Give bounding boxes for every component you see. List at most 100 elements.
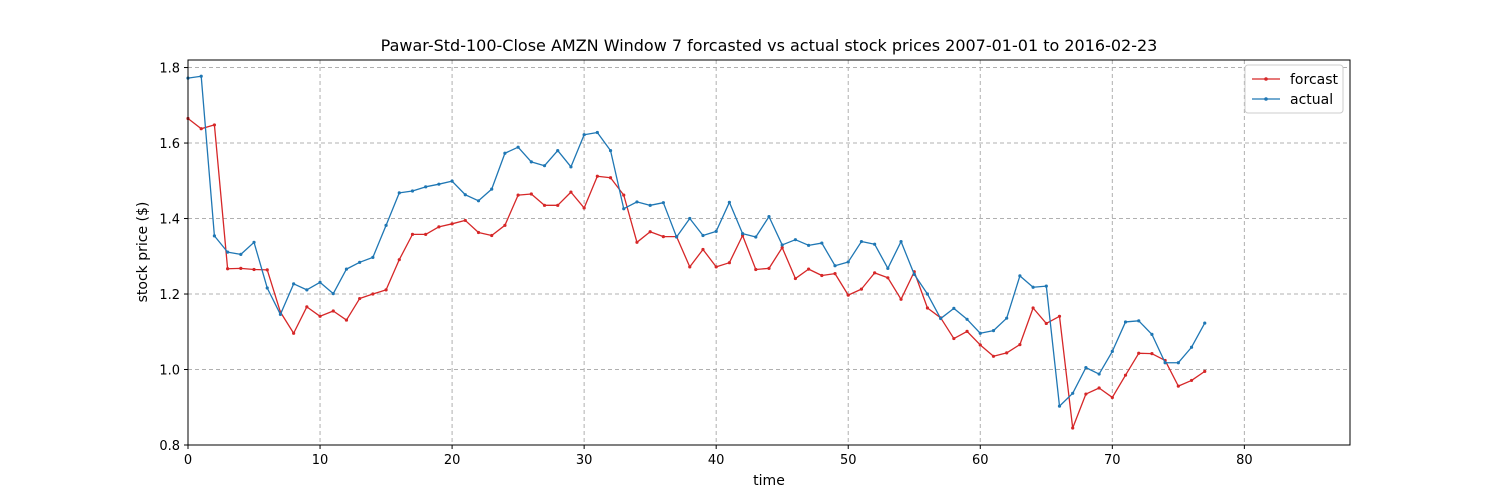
data-point-actual <box>820 241 824 245</box>
data-point-actual <box>516 145 520 149</box>
data-point-forcast <box>899 297 903 301</box>
data-point-actual <box>1163 361 1167 365</box>
data-point-actual <box>212 234 217 238</box>
data-point-forcast <box>318 314 322 318</box>
legend-marker-actual <box>1264 97 1268 101</box>
data-point-forcast <box>1057 314 1062 318</box>
data-point-actual <box>331 292 335 296</box>
data-point-forcast <box>661 235 665 239</box>
data-point-actual <box>807 243 811 247</box>
data-point-actual <box>873 242 877 246</box>
data-point-actual <box>846 260 850 264</box>
data-point-forcast <box>714 265 718 269</box>
series-actual <box>186 74 1207 408</box>
data-point-actual <box>450 179 454 183</box>
y-tick-label: 0.8 <box>159 439 180 454</box>
data-point-forcast <box>793 276 798 281</box>
data-point-actual <box>1203 321 1207 325</box>
data-point-actual <box>886 266 890 270</box>
data-point-actual <box>952 306 956 310</box>
data-point-forcast <box>1044 321 1048 326</box>
data-point-actual <box>939 316 943 321</box>
y-tick-label: 1.8 <box>159 62 180 77</box>
y-axis: 0.8 1.0 1.2 1.4 1.6 1.8 <box>159 62 188 454</box>
data-point-actual <box>252 240 256 244</box>
data-point-forcast <box>358 296 362 301</box>
data-point-actual <box>740 232 745 236</box>
data-point-actual <box>622 207 626 211</box>
x-tick-label: 20 <box>444 453 461 468</box>
data-point-forcast <box>199 127 203 131</box>
data-point-forcast <box>529 192 533 196</box>
data-point-actual <box>1150 332 1154 337</box>
data-point-actual <box>1176 361 1180 365</box>
data-point-forcast <box>542 203 547 207</box>
data-point-forcast <box>384 288 388 292</box>
data-point-actual <box>463 193 467 197</box>
data-point-forcast <box>516 193 520 197</box>
data-point-actual <box>727 200 731 204</box>
data-point-forcast <box>886 276 890 280</box>
data-point-actual <box>542 164 547 168</box>
data-point-actual <box>767 215 771 219</box>
y-tick-label: 1.0 <box>159 364 180 379</box>
data-point-forcast <box>226 267 230 271</box>
data-point-forcast <box>292 331 296 335</box>
data-point-forcast <box>1203 369 1207 373</box>
series-layer <box>186 74 1207 430</box>
data-point-actual <box>965 317 969 321</box>
data-point-actual <box>476 199 481 203</box>
x-tick-label: 60 <box>972 453 989 468</box>
data-point-forcast <box>490 233 494 238</box>
data-point-actual <box>780 243 784 247</box>
series-line-actual <box>187 75 1206 407</box>
data-point-actual <box>344 267 349 271</box>
data-point-actual <box>1189 345 1194 349</box>
data-point-forcast <box>305 305 309 309</box>
x-tick-label: 50 <box>840 453 857 468</box>
legend-label-actual: actual <box>1290 92 1333 108</box>
data-point-actual <box>754 235 758 239</box>
data-point-actual <box>1110 349 1114 353</box>
data-point-actual <box>358 260 362 264</box>
data-point-forcast <box>344 318 349 322</box>
data-point-forcast <box>1189 378 1194 383</box>
data-point-forcast <box>239 266 243 270</box>
legend-marker-forcast <box>1264 77 1268 81</box>
data-point-actual <box>1123 320 1128 324</box>
data-point-forcast <box>1123 373 1128 377</box>
data-point-forcast <box>410 232 415 236</box>
x-tick-label: 0 <box>184 453 192 468</box>
data-point-forcast <box>925 306 930 310</box>
data-point-actual <box>991 329 996 333</box>
data-point-forcast <box>1176 384 1180 388</box>
data-point-forcast <box>1084 392 1088 396</box>
data-point-actual <box>978 331 982 335</box>
data-point-forcast <box>371 292 375 296</box>
data-point-forcast <box>754 267 758 272</box>
data-point-actual <box>278 312 283 317</box>
legend-label-forcast: forcast <box>1290 72 1339 88</box>
data-point-forcast <box>952 336 956 341</box>
data-point-actual <box>608 148 613 153</box>
data-point-actual <box>1005 316 1009 320</box>
data-point-forcast <box>503 223 507 227</box>
data-point-actual <box>1057 404 1062 408</box>
data-point-actual <box>410 189 415 193</box>
data-point-actual <box>635 200 639 204</box>
data-point-actual <box>1044 284 1048 288</box>
data-point-forcast <box>780 245 784 250</box>
data-point-actual <box>648 203 652 207</box>
data-point-actual <box>1137 319 1141 323</box>
data-point-forcast <box>701 247 705 252</box>
data-point-forcast <box>873 271 877 275</box>
data-point-forcast <box>965 329 969 333</box>
data-point-forcast <box>424 232 428 236</box>
data-point-forcast <box>807 267 811 271</box>
data-point-actual <box>292 282 296 286</box>
data-point-forcast <box>608 176 613 180</box>
legend: forcast actual <box>1244 64 1344 114</box>
series-forcast <box>186 116 1207 430</box>
y-axis-label: stock price ($) <box>135 202 151 303</box>
data-point-actual <box>1031 285 1035 289</box>
